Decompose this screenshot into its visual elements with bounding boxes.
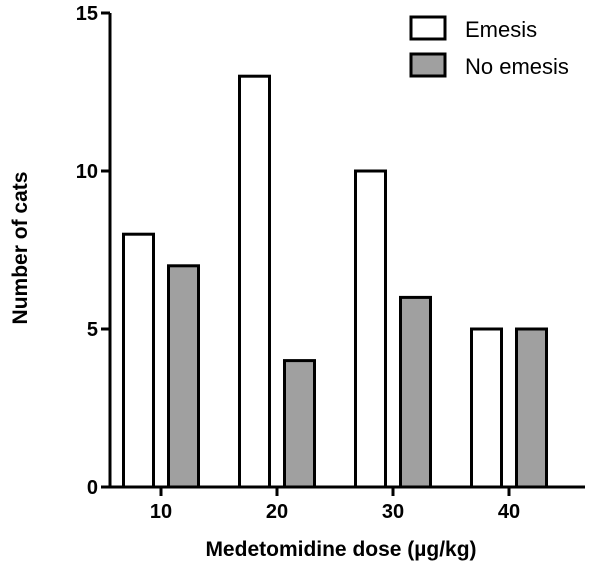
y-tick-label: 15 — [76, 3, 98, 25]
y-ticks-group: 0 5 10 15 — [76, 3, 110, 499]
legend-label: No emesis — [465, 54, 569, 79]
x-ticks-group: 10 20 30 40 — [150, 487, 520, 523]
x-axis-title: Medetomidine dose (µg/kg) — [205, 538, 476, 561]
legend: Emesis No emesis — [409, 15, 569, 79]
legend-label: Emesis — [465, 17, 537, 42]
bar-emesis-40 — [470, 327, 503, 489]
y-tick-label: 0 — [87, 477, 98, 499]
bar-no-emesis-40 — [515, 327, 548, 489]
y-tick-label: 10 — [76, 161, 98, 183]
bar-no-emesis-20 — [283, 359, 316, 489]
bar-emesis-20 — [238, 74, 271, 489]
x-tick-label: 30 — [382, 501, 404, 523]
x-tick-label: 10 — [150, 501, 172, 523]
bar-no-emesis-30 — [399, 295, 432, 489]
bar-emesis-10 — [122, 232, 155, 489]
x-tick-label: 20 — [266, 501, 288, 523]
x-tick-label: 40 — [498, 501, 520, 523]
legend-swatch — [409, 15, 447, 41]
y-tick-label: 5 — [87, 319, 98, 341]
bar-no-emesis-10 — [167, 264, 200, 489]
bars-group — [122, 74, 548, 489]
legend-swatch — [409, 52, 447, 78]
axes-group — [108, 13, 585, 489]
y-axis-title: Number of cats — [9, 172, 32, 325]
bar-emesis-30 — [354, 169, 387, 489]
